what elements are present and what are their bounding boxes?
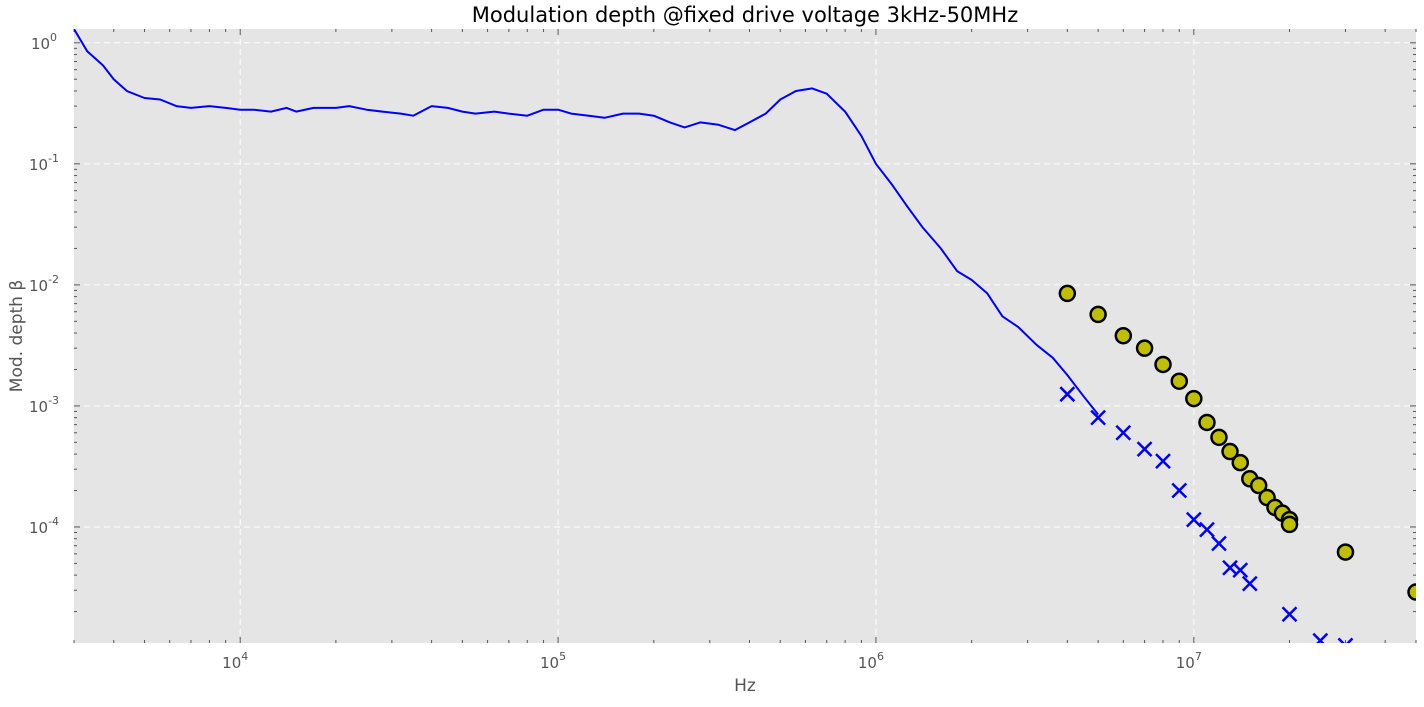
y-tick-label: 10-3: [29, 394, 59, 416]
cross-stroke: [1281, 606, 1298, 623]
minor-ticks: [73, 29, 1417, 643]
circle-marker: [1280, 515, 1299, 534]
cross-stroke: [1090, 409, 1107, 426]
cross-marker: [1281, 606, 1298, 623]
x-axis-label: Hz: [734, 676, 756, 696]
cross-marker: [1199, 521, 1215, 538]
cross-stroke: [1059, 386, 1076, 403]
chart-title: Modulation depth @fixed drive voltage 3k…: [472, 3, 1018, 27]
circle-marker: [1210, 428, 1228, 447]
cross-stroke: [1346, 637, 1354, 643]
cross-stroke: [1115, 424, 1132, 441]
series-line: [74, 29, 1099, 416]
circle-marker: [1089, 305, 1107, 324]
circle-marker: [1154, 355, 1172, 374]
tick-labels: 104 105 106 107 100 10-1 10-2 10-3 10-4: [29, 31, 1202, 672]
y-axis-label: Mod. depth β: [7, 280, 27, 392]
cross-marker: [1241, 575, 1258, 592]
circle-marker: [1231, 453, 1250, 472]
circle-marker: [1221, 442, 1239, 461]
cross-stroke: [1155, 453, 1171, 469]
grid: [74, 29, 1416, 643]
cross-marker: [1185, 511, 1202, 528]
cross-marker: [1232, 562, 1249, 579]
cross-stroke: [1241, 575, 1258, 592]
cross-marker: [1211, 535, 1227, 552]
cross-stroke: [1337, 637, 1345, 643]
y-tick-label: 10-1: [29, 152, 59, 174]
cross-stroke: [1211, 535, 1227, 552]
circle-marker: [1135, 339, 1154, 357]
cross-marker: [1090, 409, 1107, 426]
cross-marker: [1155, 453, 1171, 469]
cross-marker: [1171, 482, 1188, 499]
y-tick-label: 10-2: [29, 273, 59, 295]
cross-stroke: [1232, 562, 1249, 579]
x-tick-label: 104: [222, 650, 248, 672]
y-tick-label: 100: [31, 31, 57, 53]
cross-stroke: [1199, 521, 1215, 538]
y-tick-label: 10-4: [29, 515, 59, 537]
cross-stroke: [1316, 632, 1329, 643]
cross-stroke: [1136, 441, 1153, 457]
x-tick-label: 106: [858, 650, 884, 672]
circle-marker: [1114, 326, 1133, 345]
plot-area: [74, 29, 1416, 643]
cross-marker: [1115, 424, 1132, 441]
circle-marker: [1407, 583, 1416, 601]
cross-marker: [1337, 637, 1354, 643]
circle-marker: [1058, 284, 1077, 303]
x-tick-label: 105: [540, 650, 566, 672]
cross-stroke: [1185, 511, 1202, 528]
cross-marker: [1059, 386, 1076, 403]
cross-marker: [1312, 632, 1329, 643]
circle-marker: [1336, 543, 1355, 561]
cross-stroke: [1171, 482, 1188, 499]
series-layer: [74, 29, 1416, 643]
circle-marker: [1198, 413, 1216, 432]
circle-marker: [1249, 476, 1268, 495]
cross-marker: [1136, 441, 1153, 457]
circle-marker: [1170, 372, 1189, 390]
circle-marker: [1185, 389, 1203, 408]
x-tick-label: 107: [1176, 650, 1202, 672]
